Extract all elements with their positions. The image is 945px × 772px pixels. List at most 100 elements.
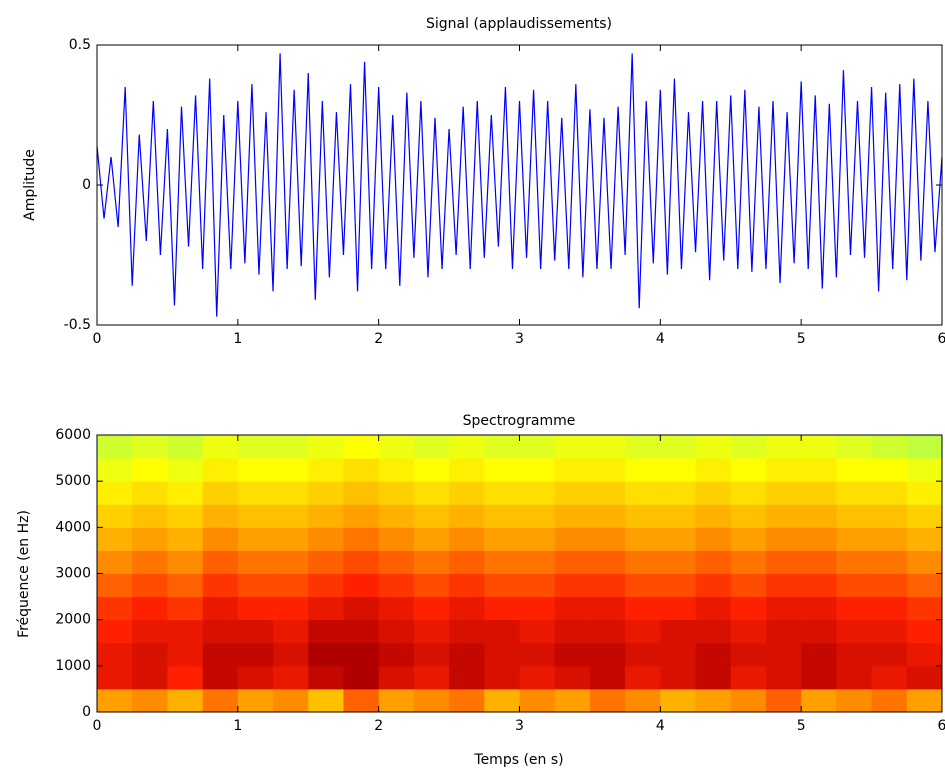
spectrogram-cell — [308, 504, 344, 528]
spectrogram-cell — [484, 596, 520, 621]
spectrogram-cell — [906, 435, 943, 459]
spectrogram-cell — [132, 619, 168, 644]
spectrogram-cell — [343, 688, 380, 713]
spectrogram-cell — [273, 688, 309, 713]
spectrogram-cell — [695, 504, 732, 528]
spectrogram-cell — [836, 481, 873, 505]
spectrogram-cell — [413, 573, 450, 598]
spectrogram-cell — [237, 665, 274, 690]
spectrogram-cell — [273, 642, 309, 667]
spectrogram-cell — [273, 550, 309, 574]
spectrogram-cell — [625, 527, 661, 551]
spectrogram-cell — [237, 619, 274, 644]
spectrogram-cell — [554, 527, 591, 551]
spectrogram-cell — [765, 435, 802, 459]
spectrogram-cell — [343, 642, 380, 667]
spectrogram-cell — [378, 458, 415, 482]
spectrogram-cell — [413, 550, 450, 574]
spectrogram-cell — [308, 458, 344, 482]
spectrogram-cell — [625, 596, 661, 621]
spectrogram-cell — [765, 481, 802, 505]
spectrogram-cell — [484, 642, 520, 667]
spectrogram-cell — [343, 504, 380, 528]
spectrogram-cell — [343, 573, 380, 598]
spectrogram-cell — [765, 527, 802, 551]
spectrogram-cell — [132, 481, 168, 505]
spectrogram-cell — [519, 642, 556, 667]
spectrogram-cell — [237, 550, 274, 574]
spectrogram-cell — [202, 573, 239, 598]
spectrogram-cell — [237, 596, 274, 621]
spectrogram-cell — [97, 619, 133, 644]
spectrogram-cell — [660, 642, 697, 667]
spectrogram-cell — [132, 642, 168, 667]
x-tick-label: 1 — [233, 718, 242, 734]
spectrogram-cell — [202, 481, 239, 505]
spectrogram-cell — [167, 619, 204, 644]
spectrogram-cell — [801, 504, 837, 528]
spectrogram-cell — [484, 665, 520, 690]
spectrogram-cell — [730, 435, 767, 459]
spectrogram-cell — [273, 504, 309, 528]
spectrogram-cell — [730, 642, 767, 667]
axes-frame — [96, 44, 943, 326]
spectrogram-cell — [343, 481, 380, 505]
spectrogram-cell — [378, 642, 415, 667]
spectrogram-cell — [273, 596, 309, 621]
spectrogram-cell — [237, 481, 274, 505]
spectrogram-cell — [625, 642, 661, 667]
spectrogram-cell — [97, 527, 133, 551]
spectrogram-cell — [449, 596, 485, 621]
spectrogram-cell — [765, 642, 802, 667]
spectrogram-cell — [906, 596, 943, 621]
spectrogram-cell — [871, 573, 908, 598]
spectrogram-cell — [836, 458, 873, 482]
spectrogram-cell — [413, 458, 450, 482]
spectrogram-cell — [237, 458, 274, 482]
spectrogram-cell — [167, 596, 204, 621]
spectrogram-cell — [730, 665, 767, 690]
spectrogram-cell — [906, 642, 943, 667]
spectrogram-cell — [660, 550, 697, 574]
spectrogram-cell — [554, 596, 591, 621]
spectrogram-cell — [484, 481, 520, 505]
spectrogram-cell — [413, 435, 450, 459]
spectrogram-cell — [237, 688, 274, 713]
spectrogram-cell — [484, 688, 520, 713]
x-tick-label: 3 — [515, 718, 524, 734]
x-tick-label: 6 — [938, 331, 945, 347]
spectrogram-cell — [413, 481, 450, 505]
spectrogram-cell — [167, 435, 204, 459]
y-tick-label: 6000 — [55, 427, 91, 443]
spectrogram-cell — [589, 458, 626, 482]
spectrogram-cell — [132, 527, 168, 551]
x-tick-label: 1 — [233, 331, 242, 347]
spectrogram-cell — [413, 688, 450, 713]
spectrogram-cell — [97, 458, 133, 482]
spectrogram-cell — [836, 573, 873, 598]
spectrogram-cell — [660, 527, 697, 551]
spectrogram-cell — [836, 527, 873, 551]
y-tick-label: 3000 — [55, 566, 91, 582]
spectrogram-cell — [554, 642, 591, 667]
spectrogram-cell — [695, 481, 732, 505]
spectrogram-cell — [589, 527, 626, 551]
spectrogram-cell — [449, 642, 485, 667]
spectrogram-cell — [97, 481, 133, 505]
y-axis-label: Amplitude — [22, 149, 38, 221]
spectrogram-cell — [906, 688, 943, 713]
spectrogram-cell — [660, 504, 697, 528]
y-tick-label: 0 — [82, 704, 91, 720]
spectrogram-cell — [695, 550, 732, 574]
y-axis-label: Fréquence (en Hz) — [16, 510, 32, 638]
spectrogram-cell — [801, 596, 837, 621]
spectrogram-cell — [378, 688, 415, 713]
spectrogram-cell — [801, 458, 837, 482]
spectrogram-cell — [730, 481, 767, 505]
spectrogram-cell — [97, 642, 133, 667]
spectrogram-cell — [413, 527, 450, 551]
spectrogram-cell — [449, 504, 485, 528]
spectrogram-cell — [801, 573, 837, 598]
x-tick-label: 2 — [374, 718, 383, 734]
spectrogram-cell — [273, 527, 309, 551]
